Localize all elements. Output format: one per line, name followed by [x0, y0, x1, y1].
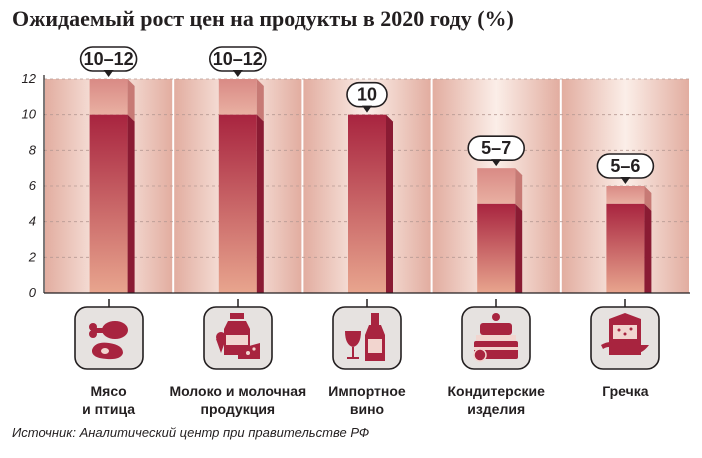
bar-side — [386, 114, 393, 294]
source-note: Источник: Аналитический центр при правит… — [12, 425, 370, 440]
value-label-pointer — [620, 177, 631, 184]
category-label: Гречка — [555, 382, 695, 400]
category-label: Мясо и птица — [39, 382, 179, 418]
category-label-line: Гречка — [602, 383, 649, 399]
category-label-line: Мясо — [90, 383, 127, 399]
milk-icon — [198, 299, 278, 384]
bar — [348, 114, 386, 294]
category-label-line: и птица — [82, 401, 136, 417]
category-label: Кондитерские изделия — [426, 382, 566, 418]
category-label: Молоко и молочная продукция — [168, 382, 308, 418]
bar-range-segment — [218, 79, 257, 115]
bar-side — [256, 114, 264, 294]
value-label-pointer — [232, 70, 243, 77]
bar-range-segment — [477, 168, 516, 204]
meat-icon — [69, 299, 149, 384]
bar — [477, 203, 516, 293]
bar — [218, 114, 257, 294]
chart-title: Ожидаемый рост цен на продукты в 2020 го… — [12, 6, 514, 31]
category-label-line: Импортное — [328, 383, 406, 399]
bar-side — [127, 114, 135, 294]
bar-range-side — [644, 186, 652, 211]
category-label: Импортное вино — [297, 382, 437, 418]
y-tick-label: 6 — [29, 178, 37, 193]
y-tick-label: 10 — [22, 107, 37, 122]
y-tick-label: 4 — [29, 214, 36, 229]
category-label-line: продукция — [200, 401, 276, 417]
buckwheat-icon — [585, 299, 665, 384]
bar-range-segment — [606, 186, 645, 204]
value-label: 10–12 — [84, 49, 134, 69]
value-label-pointer — [491, 159, 502, 167]
y-tick-label: 0 — [29, 285, 37, 300]
category-label-line: Молоко и молочная — [169, 383, 307, 399]
bar — [606, 203, 645, 293]
bar — [89, 114, 128, 294]
y-tick-label: 2 — [28, 249, 37, 264]
category-label-line: изделия — [467, 401, 526, 417]
value-label: 10 — [357, 85, 377, 105]
bar-side — [515, 203, 523, 293]
value-label: 10–12 — [213, 49, 263, 69]
bar-range-segment — [89, 79, 128, 115]
wine-icon — [327, 299, 407, 384]
category-label-line: Кондитерские — [447, 383, 545, 399]
y-tick-label: 8 — [29, 142, 37, 157]
cake-icon — [456, 299, 536, 384]
value-label-pointer — [103, 70, 114, 77]
bar-side — [644, 203, 652, 293]
value-label-pointer — [362, 105, 372, 113]
bar-range-side — [127, 79, 135, 122]
y-tick-label: 12 — [22, 71, 37, 86]
bar-range-side — [256, 79, 264, 122]
bar-range-side — [515, 168, 523, 211]
value-label: 5–6 — [610, 156, 640, 176]
category-label-line: вино — [349, 401, 385, 417]
value-label: 5–7 — [481, 138, 511, 158]
